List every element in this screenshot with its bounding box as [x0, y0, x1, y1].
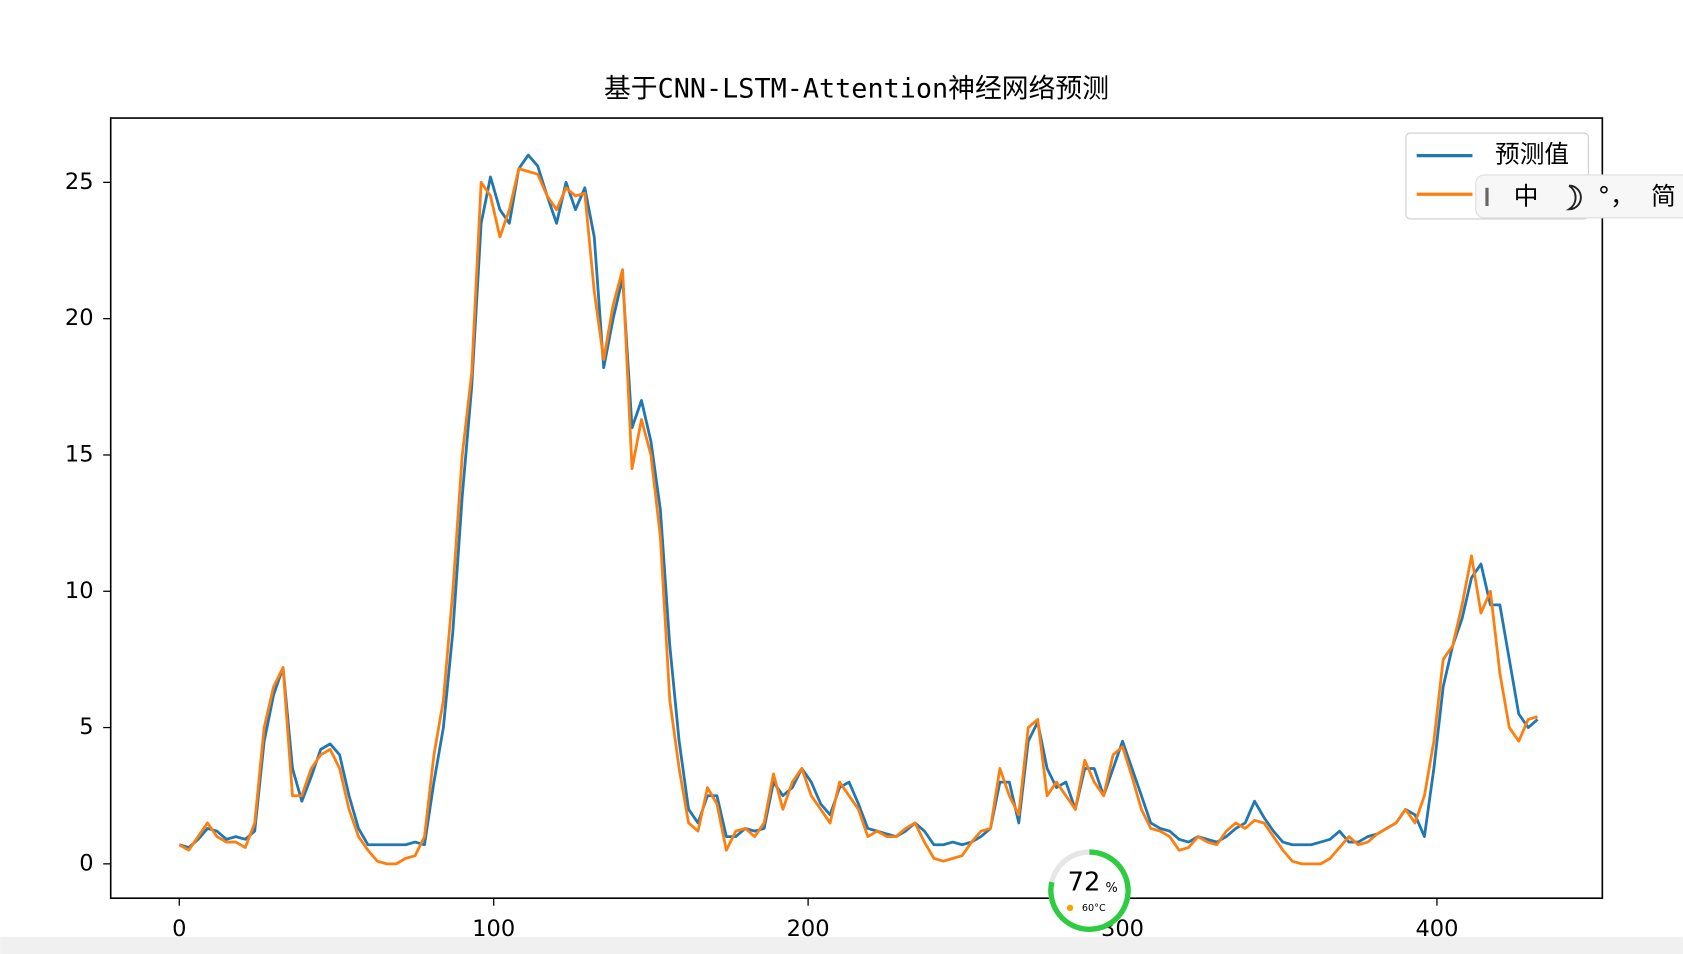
taskbar-strip: [0, 936, 1683, 954]
gauge-percent: 72: [1068, 868, 1101, 898]
ime-moon-icon: [1565, 184, 1582, 211]
y-tick-label: 5: [79, 714, 93, 740]
ime-toolbar: 中 °， 简: [1475, 174, 1683, 219]
ime-handle: [1485, 187, 1489, 207]
chart-title: 基于CNN-LSTM-Attention神经网络预测: [604, 74, 1109, 105]
x-tick-label: 0: [172, 916, 186, 942]
series-line: [178, 167, 1538, 866]
cpu-gauge: 72 % 60°C: [1048, 849, 1131, 933]
gauge-unit: %: [1105, 881, 1117, 896]
ime-box: [1475, 174, 1683, 219]
series-line: [178, 153, 1539, 849]
gauge-arc: [1048, 849, 1131, 932]
y-tick-label: 10: [65, 578, 94, 604]
y-tick-label: 20: [65, 305, 94, 331]
plot-frame: [109, 117, 1604, 900]
legend-label: 预测值: [1495, 140, 1569, 169]
plot-area: [178, 153, 1539, 866]
gauge-temp: 60°C: [1082, 903, 1106, 914]
ime-punct: °，: [1598, 181, 1635, 210]
ime-mode: 中: [1514, 181, 1539, 210]
y-tick-label: 0: [79, 850, 93, 876]
y-tick-label: 25: [65, 169, 94, 195]
gauge-temp-icon: [1066, 904, 1074, 912]
ime-script: 简: [1651, 181, 1676, 210]
y-tick-label: 15: [65, 441, 94, 467]
